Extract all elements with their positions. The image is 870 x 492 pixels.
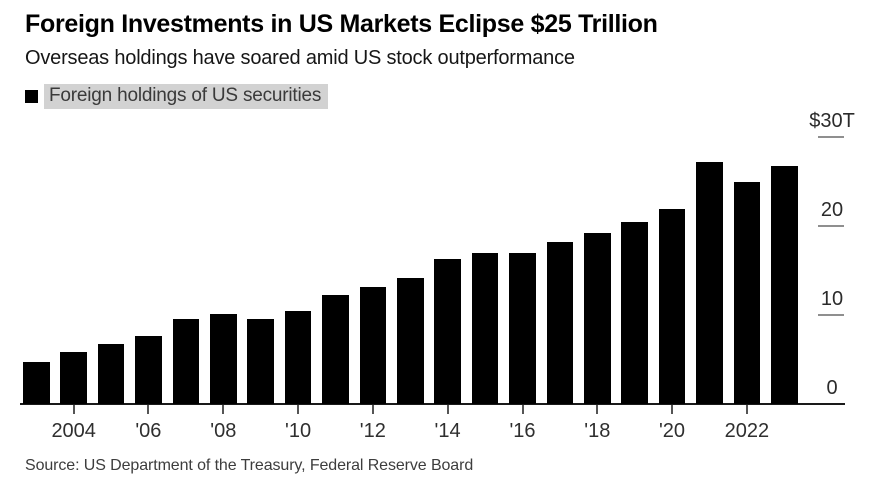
x-axis-tick-2018 xyxy=(596,405,599,414)
x-axis-label-2018: '18 xyxy=(584,420,611,442)
bar-2017 xyxy=(546,242,574,404)
chart-title: Foreign Investments in US Markets Eclips… xyxy=(25,10,658,38)
x-axis-tick-2012 xyxy=(371,405,374,414)
bar-2019 xyxy=(621,222,648,404)
bar-2007 xyxy=(172,319,200,404)
bar-2012 xyxy=(359,287,387,404)
bar-2003 xyxy=(23,362,50,404)
bar-2015 xyxy=(471,253,499,404)
x-axis-tick-2010 xyxy=(297,405,300,414)
x-axis-label-2022: 2022 xyxy=(724,420,770,442)
y-axis-label-30: $30T xyxy=(809,110,855,132)
bar-2020 xyxy=(658,209,686,404)
bar-2009 xyxy=(247,319,274,404)
x-axis-label-2004: 2004 xyxy=(51,420,96,442)
x-axis-tick-2008 xyxy=(222,405,225,414)
x-axis-tick-2014 xyxy=(446,405,449,414)
bar-2010 xyxy=(284,311,312,404)
x-axis-label-2012: '12 xyxy=(359,420,386,442)
x-axis-tick-2006 xyxy=(147,405,150,414)
bar-2018 xyxy=(584,233,611,404)
x-axis-tick-2020 xyxy=(671,405,673,414)
source-note: Source: US Department of the Treasury, F… xyxy=(25,457,474,474)
legend: Foreign holdings of US securities xyxy=(25,84,329,109)
x-axis-tick-2016 xyxy=(521,405,524,414)
bar-2016 xyxy=(509,253,536,404)
chart-subtitle: Overseas holdings have soared amid US st… xyxy=(25,47,575,69)
x-axis-label-2014: '14 xyxy=(434,420,461,442)
y-axis-label-20: 20 xyxy=(820,199,844,221)
x-axis-label-2006: '06 xyxy=(135,420,162,442)
bar-2022 xyxy=(733,182,761,404)
y-axis-label-10: 10 xyxy=(820,288,844,310)
x-axis-label-2020: '20 xyxy=(658,420,686,442)
x-axis-tick-2004 xyxy=(72,405,75,414)
x-axis-tick-2022 xyxy=(745,405,748,414)
bar-2013 xyxy=(397,278,424,404)
bar-2011 xyxy=(322,295,349,404)
legend-label: Foreign holdings of US securities xyxy=(44,84,329,109)
bar-2004 xyxy=(60,352,87,404)
y-axis-tick-10 xyxy=(818,314,844,316)
bar-2008 xyxy=(210,314,237,404)
y-axis-tick-20 xyxy=(818,225,844,227)
y-axis-label-0: 0 xyxy=(826,377,838,399)
y-axis-tick-30 xyxy=(818,136,844,138)
legend-swatch-icon xyxy=(25,90,38,103)
bar-2005 xyxy=(97,344,125,404)
x-axis-label-2008: '08 xyxy=(210,420,237,442)
x-axis-baseline xyxy=(20,403,845,405)
x-axis-label-2016: '16 xyxy=(509,420,536,442)
bar-2021 xyxy=(696,162,723,404)
bar-2023 xyxy=(771,166,798,404)
x-axis-label-2010: '10 xyxy=(285,420,312,442)
bar-2006 xyxy=(135,336,162,404)
bar-2014 xyxy=(434,259,461,404)
